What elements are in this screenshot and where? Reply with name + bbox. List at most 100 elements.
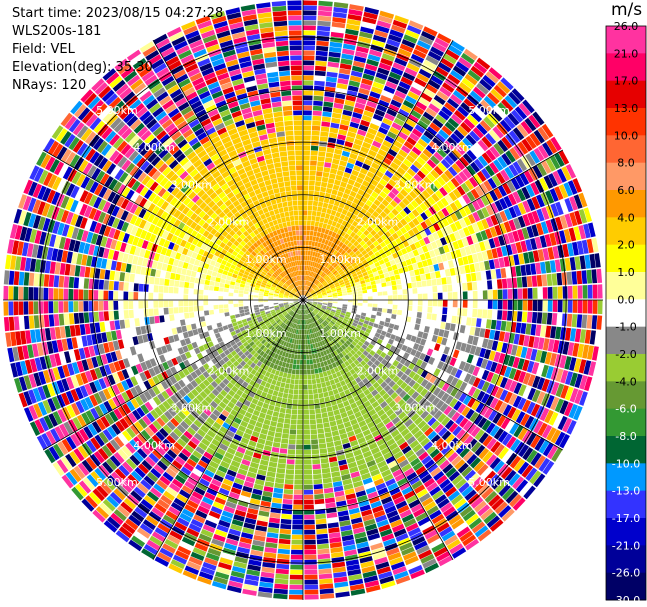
velocity-gate — [372, 257, 379, 264]
velocity-gate — [333, 315, 339, 320]
velocity-gate — [288, 444, 296, 450]
velocity-gate — [332, 317, 338, 322]
velocity-gate — [381, 366, 389, 373]
velocity-gate — [252, 409, 260, 417]
velocity-gate — [374, 109, 386, 117]
velocity-gate — [377, 287, 383, 292]
velocity-gate — [426, 173, 436, 183]
velocity-gate — [315, 513, 326, 520]
velocity-gate — [303, 160, 310, 166]
velocity-gate — [345, 284, 351, 289]
velocity-gate — [510, 438, 521, 452]
velocity-gate — [474, 525, 489, 538]
velocity-gate — [305, 285, 308, 291]
velocity-gate — [357, 273, 364, 279]
velocity-gate — [513, 217, 521, 230]
velocity-gate — [414, 323, 420, 331]
velocity-gate — [564, 198, 574, 213]
velocity-gate — [350, 270, 356, 275]
velocity-gate — [362, 180, 370, 188]
velocity-gate — [311, 135, 320, 141]
velocity-gate — [335, 93, 346, 100]
velocity-gate — [434, 343, 441, 352]
velocity-gate — [416, 156, 426, 166]
velocity-gate — [277, 553, 290, 560]
velocity-gate — [205, 552, 220, 562]
velocity-gate — [264, 547, 277, 554]
velocity-gate — [290, 419, 297, 425]
velocity-gate — [313, 474, 322, 480]
velocity-gate — [433, 263, 440, 272]
velocity-gate — [467, 438, 478, 450]
velocity-gate — [452, 300, 458, 308]
velocity-gate — [313, 316, 317, 322]
velocity-gate — [243, 399, 251, 407]
velocity-gate — [312, 384, 317, 390]
velocity-gate — [303, 15, 317, 21]
velocity-gate — [370, 500, 382, 509]
velocity-gate — [296, 429, 303, 435]
velocity-gate — [412, 365, 420, 373]
velocity-gate — [379, 10, 395, 19]
velocity-gate — [304, 270, 306, 276]
velocity-gate — [457, 257, 464, 266]
velocity-gate — [508, 91, 521, 105]
velocity-gate — [414, 484, 426, 494]
velocity-gate — [398, 267, 404, 274]
velocity-gate — [493, 428, 504, 440]
velocity-gate — [541, 207, 550, 220]
velocity-gate — [467, 202, 476, 213]
velocity-gate — [344, 167, 353, 174]
velocity-gate — [360, 26, 374, 34]
velocity-gate — [436, 456, 447, 467]
velocity-gate — [427, 50, 442, 62]
velocity-gate — [299, 369, 303, 375]
velocity-gate — [479, 120, 492, 132]
velocity-gate — [251, 431, 260, 438]
velocity-gate — [358, 403, 366, 411]
velocity-gate — [338, 186, 346, 193]
velocity-gate — [545, 190, 555, 204]
velocity-gate — [271, 395, 278, 401]
velocity-gate — [405, 29, 420, 39]
velocity-gate — [188, 556, 203, 566]
velocity-gate — [522, 288, 528, 299]
velocity-gate — [298, 344, 301, 350]
velocity-gate — [458, 360, 466, 371]
velocity-gate — [400, 226, 408, 235]
velocity-gate — [332, 303, 338, 306]
velocity-gate — [536, 208, 545, 222]
velocity-gate — [550, 381, 560, 396]
velocity-gate — [312, 251, 316, 257]
velocity-gate — [311, 439, 319, 445]
velocity-gate — [573, 194, 583, 209]
velocity-gate — [460, 121, 472, 133]
velocity-gate — [444, 121, 456, 132]
velocity-gate — [465, 513, 479, 526]
velocity-gate — [538, 457, 551, 472]
velocity-gate — [389, 556, 404, 566]
velocity-gate — [325, 365, 330, 371]
velocity-gate — [476, 82, 489, 95]
velocity-gate — [459, 417, 469, 428]
velocity-gate — [516, 124, 529, 138]
velocity-gate — [428, 225, 436, 234]
velocity-gate — [412, 187, 421, 196]
velocity-gate — [347, 265, 353, 270]
velocity-gate — [256, 520, 268, 527]
velocity-gate — [372, 113, 384, 122]
velocity-gate — [522, 99, 535, 114]
velocity-gate — [381, 496, 393, 505]
velocity-gate — [371, 39, 385, 48]
velocity-gate — [368, 183, 376, 191]
velocity-gate — [507, 232, 515, 244]
velocity-gate — [344, 270, 351, 275]
velocity-gate — [454, 199, 463, 210]
velocity-gate — [227, 585, 242, 594]
velocity-gate — [408, 220, 416, 229]
velocity-gate — [310, 323, 314, 329]
velocity-gate — [254, 530, 267, 537]
velocity-gate — [262, 562, 276, 569]
velocity-gate — [378, 571, 393, 580]
velocity-gate — [266, 471, 276, 478]
